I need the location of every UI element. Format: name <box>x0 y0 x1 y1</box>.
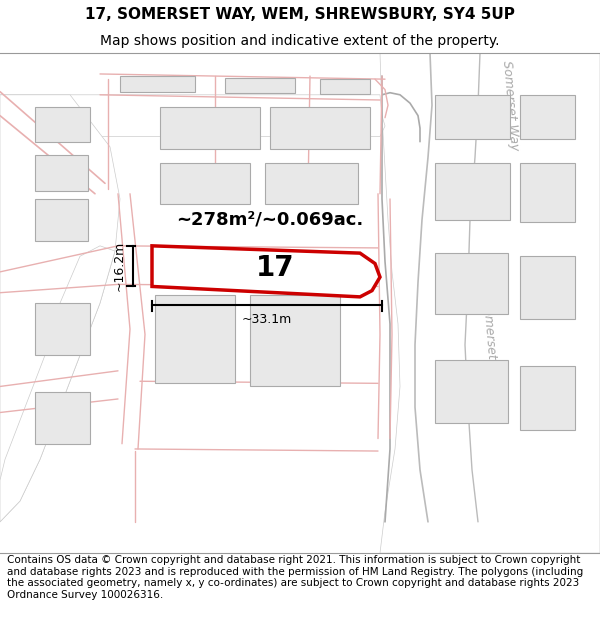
Polygon shape <box>250 295 340 386</box>
Polygon shape <box>35 107 90 142</box>
Polygon shape <box>520 256 575 319</box>
Polygon shape <box>435 253 508 314</box>
Polygon shape <box>152 246 380 297</box>
Text: ~16.2m: ~16.2m <box>113 241 125 291</box>
Polygon shape <box>435 95 510 139</box>
Text: ~278m²/~0.069ac.: ~278m²/~0.069ac. <box>176 211 364 229</box>
Text: 17, SOMERSET WAY, WEM, SHREWSBURY, SY4 5UP: 17, SOMERSET WAY, WEM, SHREWSBURY, SY4 5… <box>85 8 515 22</box>
Text: ~33.1m: ~33.1m <box>242 313 292 326</box>
Polygon shape <box>120 76 195 92</box>
Polygon shape <box>270 107 370 149</box>
Text: 17: 17 <box>256 254 295 282</box>
Polygon shape <box>225 78 295 92</box>
Polygon shape <box>35 392 90 444</box>
Polygon shape <box>520 162 575 222</box>
Polygon shape <box>0 95 120 522</box>
Polygon shape <box>35 155 88 191</box>
Text: Map shows position and indicative extent of the property.: Map shows position and indicative extent… <box>100 34 500 48</box>
Polygon shape <box>320 79 370 94</box>
Polygon shape <box>380 53 600 553</box>
Polygon shape <box>160 162 250 204</box>
Polygon shape <box>520 366 575 430</box>
Polygon shape <box>435 162 510 220</box>
Text: Somerset Way: Somerset Way <box>479 299 500 391</box>
Polygon shape <box>520 95 575 139</box>
Text: Somerset Way: Somerset Way <box>500 59 520 151</box>
Text: Contains OS data © Crown copyright and database right 2021. This information is : Contains OS data © Crown copyright and d… <box>7 555 583 600</box>
Polygon shape <box>0 246 115 522</box>
Polygon shape <box>265 162 358 204</box>
Polygon shape <box>35 303 90 355</box>
Polygon shape <box>435 361 508 423</box>
Polygon shape <box>160 107 260 149</box>
Polygon shape <box>35 199 88 241</box>
Polygon shape <box>0 95 385 136</box>
Polygon shape <box>155 295 235 383</box>
